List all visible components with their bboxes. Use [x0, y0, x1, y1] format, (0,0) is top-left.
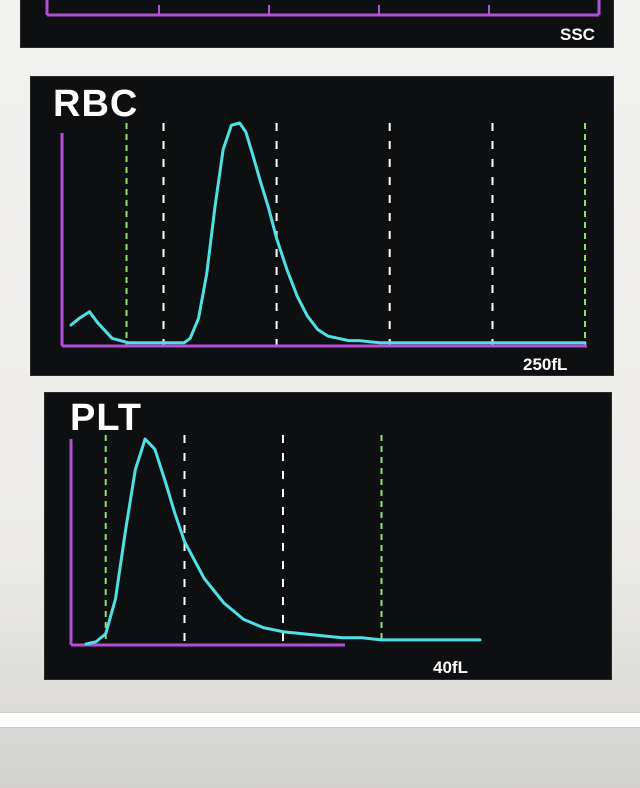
screen-bottom-bezel [0, 712, 640, 728]
ssc-axis-label: SSC [560, 25, 595, 44]
rbc-panel: RBC 250fL [30, 76, 614, 376]
rbc-distribution-curve [69, 121, 587, 345]
rbc-title: RBC [53, 83, 139, 125]
ssc-chart [45, 0, 601, 17]
plt-title: PLT [70, 397, 142, 439]
plt-chart [69, 435, 482, 647]
ssc-panel: SSC [20, 0, 614, 48]
rbc-chart [60, 121, 587, 348]
rbc-xmax-label: 250fL [523, 355, 568, 374]
plt-panel: PLT 40fL [44, 392, 612, 680]
plt-xmax-label: 40fL [433, 658, 468, 677]
plt-distribution-curve [84, 437, 482, 646]
